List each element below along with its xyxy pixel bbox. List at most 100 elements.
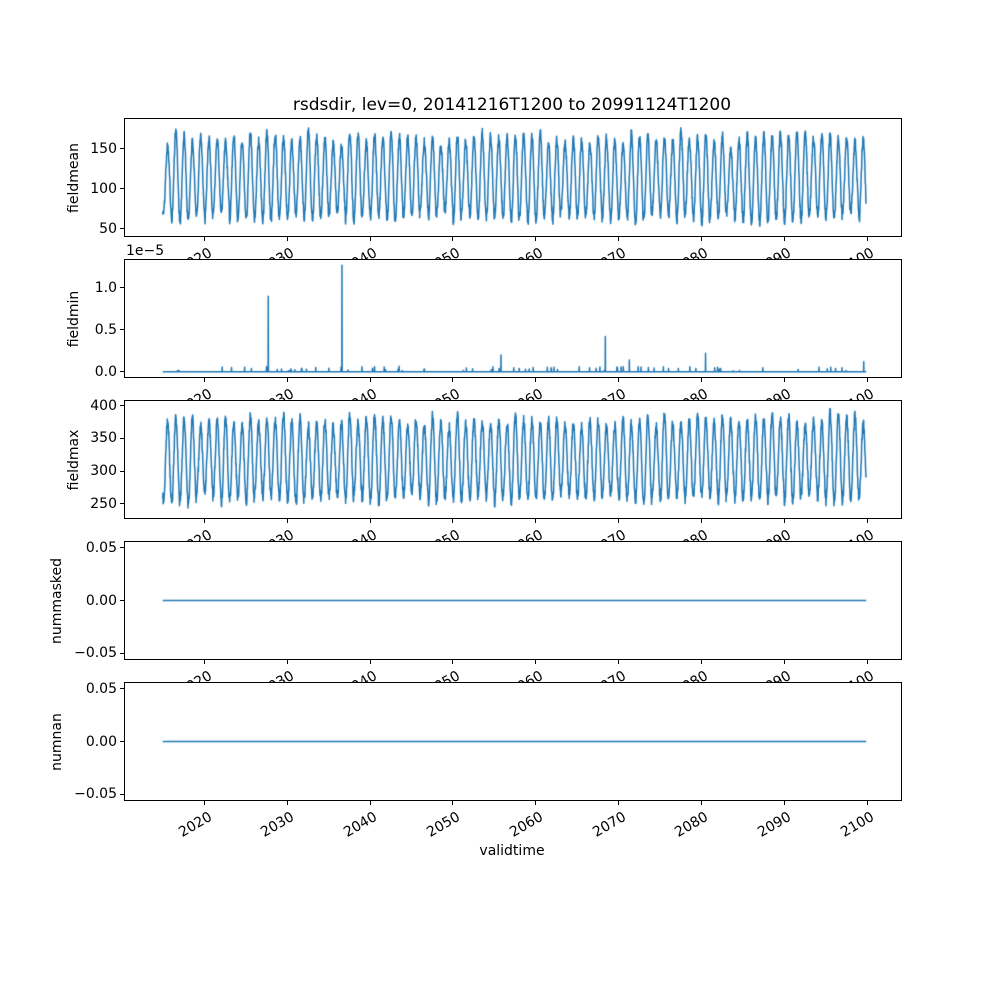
- y-tick-label: −0.05: [74, 645, 117, 662]
- x-tick-mark: [204, 378, 205, 382]
- x-tick-label: 2060: [506, 809, 546, 841]
- x-tick-label: 2030: [258, 809, 298, 841]
- x-tick-label: 2100: [838, 809, 878, 841]
- x-tick-mark: [452, 378, 454, 382]
- y-tick-label: 50: [99, 220, 117, 237]
- x-tick-mark: [866, 660, 868, 664]
- numnan-series-line: [125, 683, 901, 800]
- y-axis-label-numnan: numnan: [49, 712, 65, 771]
- chart-title: rsdsdir, lev=0, 20141216T1200 to 2099112…: [292, 95, 732, 115]
- axes-numnan: numnan 0.05 0.00 −0.05 2020 2030 2040 2050 2060…: [49, 682, 902, 841]
- x-tick-mark: [286, 801, 288, 805]
- y-tick-mark: [120, 503, 124, 505]
- fieldmean-series-line: [125, 119, 901, 236]
- x-tick-mark: [866, 519, 868, 523]
- fieldmin-series-line: [125, 260, 901, 377]
- x-tick-mark: [204, 519, 205, 523]
- y-tick-mark: [120, 437, 124, 439]
- x-tick-mark: [618, 801, 620, 805]
- x-tick-mark: [783, 378, 785, 382]
- x-tick-mark: [618, 660, 620, 664]
- x-tick-mark: [866, 237, 868, 241]
- y-tick-label: 300: [90, 463, 117, 480]
- x-tick-mark: [286, 660, 288, 664]
- x-tick-mark: [866, 801, 868, 805]
- x-tick-mark: [535, 519, 537, 523]
- x-tick-label: 2070: [589, 809, 629, 841]
- y-tick-label: 150: [90, 140, 117, 157]
- y-tick-mark: [120, 470, 124, 472]
- x-tick-mark: [783, 801, 785, 805]
- y-tick-mark: [120, 600, 124, 601]
- x-tick-mark: [535, 237, 537, 241]
- y-tick-label: 0.5: [94, 321, 117, 338]
- y-tick-mark: [120, 188, 124, 190]
- y-axis-label-fieldmin: fieldmin: [66, 290, 82, 347]
- x-tick-label: 2040: [341, 809, 381, 841]
- x-tick-mark: [700, 801, 702, 805]
- y-tick-label: 100: [90, 180, 117, 197]
- x-tick-label: 2080: [672, 809, 712, 841]
- fieldmax-series-line: [125, 401, 901, 518]
- x-tick-mark: [452, 660, 454, 664]
- x-tick-mark: [700, 660, 702, 664]
- y-tick-mark: [120, 287, 124, 289]
- x-tick-mark: [452, 519, 454, 523]
- x-tick-mark: [204, 660, 205, 664]
- x-tick-mark: [535, 660, 537, 664]
- y-tick-label: 0.00: [85, 733, 117, 750]
- x-tick-mark: [618, 378, 620, 382]
- y-axis-label-nummasked: nummasked: [49, 557, 65, 644]
- x-tick-mark: [783, 237, 785, 241]
- y-tick-label: 0.05: [85, 539, 117, 556]
- nummasked-series-line: [125, 542, 901, 659]
- axes-fieldmax: fieldmax 4003503002502020203020402050206…: [66, 399, 902, 559]
- y-tick-mark: [120, 329, 124, 331]
- y-tick-label: 0.00: [85, 592, 117, 609]
- x-tick-mark: [286, 237, 288, 241]
- x-tick-label: 2050: [424, 809, 463, 841]
- y-tick-mark: [120, 652, 124, 654]
- y-tick-label: −0.05: [74, 786, 117, 803]
- x-tick-mark: [618, 519, 620, 523]
- axes-fieldmean: fieldmean 150100502020203020402050206020…: [66, 118, 902, 277]
- y-tick-mark: [120, 371, 124, 373]
- x-tick-mark: [369, 660, 371, 664]
- x-tick-mark: [204, 237, 205, 241]
- y-tick-mark: [120, 405, 124, 407]
- axes-nummasked: nummasked 0.050.00−0.0520202030204020502…: [49, 541, 902, 700]
- x-tick-mark: [204, 801, 205, 805]
- y-tick-mark: [120, 547, 124, 549]
- y-tick-label: 1.0: [94, 279, 117, 296]
- x-tick-mark: [369, 801, 371, 805]
- y-axis-offset-text: 1e−5: [126, 243, 165, 259]
- x-tick-mark: [369, 237, 371, 241]
- y-tick-mark: [120, 148, 124, 150]
- x-tick-mark: [866, 378, 868, 382]
- x-tick-mark: [452, 237, 454, 241]
- x-tick-mark: [535, 378, 537, 382]
- x-tick-mark: [369, 519, 371, 523]
- y-tick-mark: [120, 688, 124, 690]
- x-tick-mark: [286, 519, 288, 523]
- x-tick-mark: [700, 519, 702, 523]
- x-tick-mark: [783, 519, 785, 523]
- x-tick-mark: [618, 237, 620, 241]
- axes-fieldmin: fieldmin 1e−5 1.00.50.020202030204020502…: [66, 243, 902, 418]
- x-tick-label: 2020: [175, 809, 215, 841]
- y-tick-mark: [120, 741, 124, 742]
- x-axis-label: validtime: [479, 843, 545, 859]
- y-tick-label: 0.0: [94, 363, 117, 380]
- x-tick-mark: [700, 378, 702, 382]
- y-tick-mark: [120, 228, 124, 230]
- x-tick-label: 2090: [755, 809, 795, 841]
- y-tick-label: 250: [90, 495, 117, 512]
- x-tick-mark: [700, 237, 702, 241]
- y-tick-label: 350: [90, 430, 117, 447]
- y-tick-label: 400: [90, 397, 117, 414]
- y-tick-label: 0.05: [85, 680, 117, 697]
- x-tick-mark: [535, 801, 537, 805]
- x-tick-mark: [369, 378, 371, 382]
- x-tick-mark: [783, 660, 785, 664]
